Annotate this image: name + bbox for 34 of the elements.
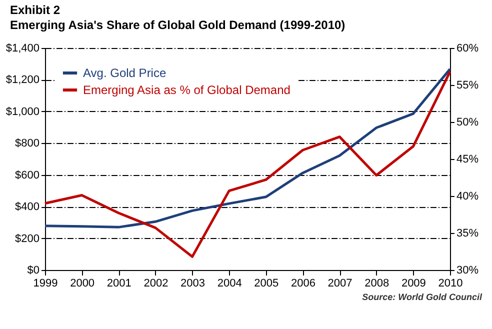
x-tick-label: 2001 (106, 278, 132, 290)
line-series (44, 70, 452, 258)
x-tick-label: 2000 (70, 278, 95, 290)
x-tick-label: 2009 (401, 278, 426, 290)
line-series (44, 68, 452, 228)
y2-tick-label: 55% (456, 80, 479, 92)
x-tick-label: 2005 (254, 278, 279, 290)
y-tick-label: $0 (27, 264, 40, 276)
x-tick-label: 2003 (180, 278, 206, 290)
x-tick-label: 2007 (328, 278, 352, 290)
x-tick-label: 2008 (364, 278, 390, 290)
y-tick-label: $800 (15, 138, 40, 150)
x-tick-label: 2004 (217, 278, 242, 290)
source-note: Source: World Gold Council (361, 292, 482, 302)
y-tick-label: $400 (15, 201, 40, 214)
y2-tick-label: 35% (456, 228, 479, 240)
legend-label: Emerging Asia as % of Global Demand (83, 83, 290, 97)
y-tick-label: $600 (15, 169, 40, 182)
y2-tick-label: 40% (456, 190, 479, 202)
y2-tick-label: 60% (456, 42, 479, 54)
legend-label: Avg. Gold Price (83, 66, 166, 80)
y2-tick-label: 30% (456, 264, 479, 276)
y-tick-label: $1,400 (6, 42, 40, 54)
y-tick-label: $1,200 (6, 74, 40, 86)
y-tick-label: $1,000 (6, 106, 40, 118)
x-tick-label: 1999 (33, 278, 58, 290)
y2-tick-label: 45% (456, 154, 479, 166)
x-tick-label: 2006 (290, 278, 316, 290)
chart-title: Exhibit 2 (10, 3, 60, 17)
x-tick-label: 2002 (144, 278, 168, 290)
chart-subtitle: Emerging Asia's Share of Global Gold Demand (1999-2010) (10, 18, 346, 32)
y-tick-label: $200 (15, 232, 40, 245)
x-tick-label: 2010 (438, 278, 463, 290)
y2-tick-label: 50% (456, 116, 479, 128)
